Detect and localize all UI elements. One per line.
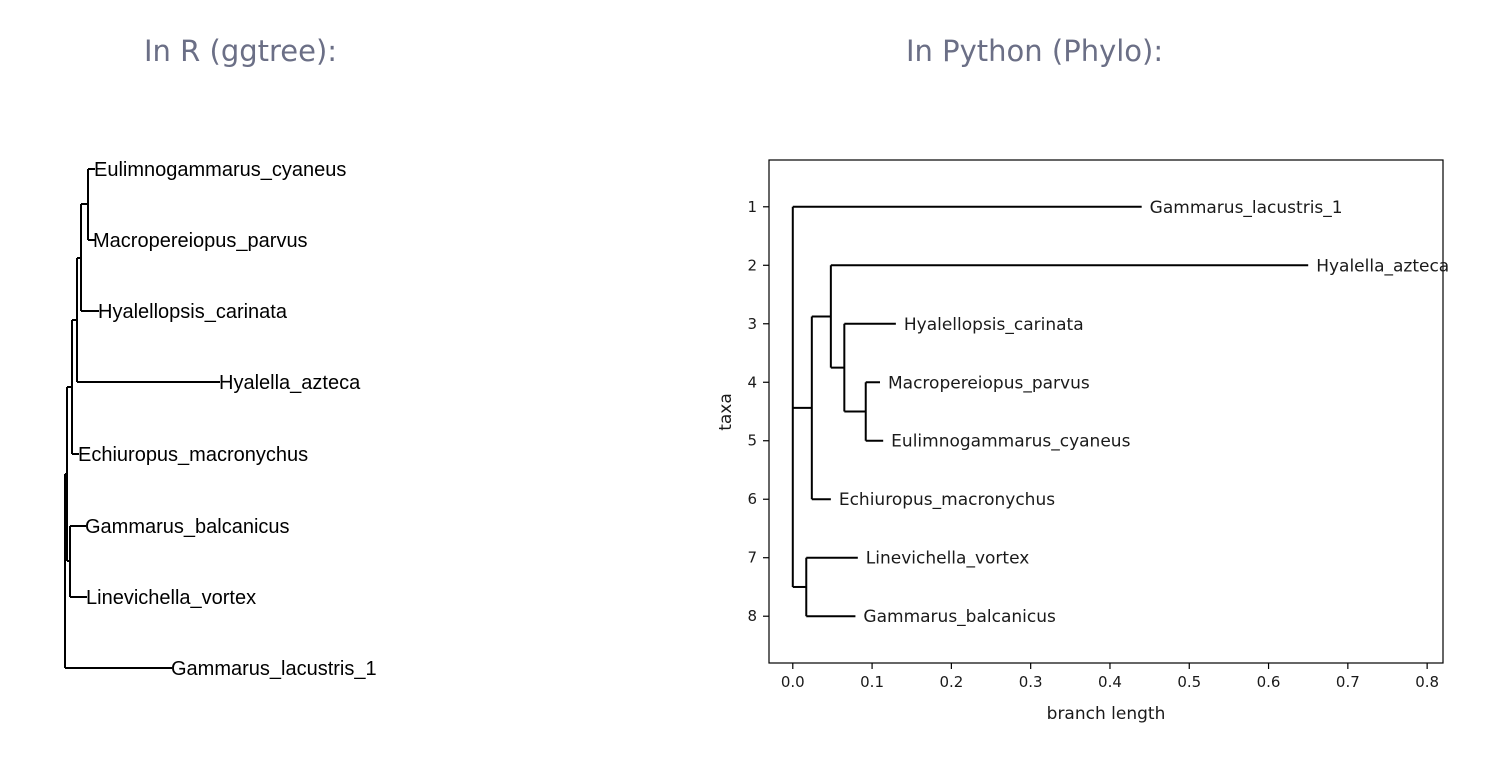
- phylo-tip-label: Gammarus_balcanicus: [863, 607, 1056, 627]
- axis-ticks: 0.0 0.1 0.2 0.3 0.4 0.5 0.6 0.7 0.8 1 2 3 4 5 6 7 8: [747, 198, 1439, 691]
- phylo-tip-label: Eulimnogammarus_cyaneus: [891, 432, 1130, 452]
- r-tip-label: Gammarus_balcanicus: [85, 516, 290, 538]
- phylo-tip-labels: Gammarus_lacustris_1 Hyalella_azteca Hyale…: [839, 198, 1449, 627]
- x-axis-label: branch length: [1047, 704, 1166, 724]
- ggtree-phylogeny: [64, 168, 220, 669]
- x-tick-label: 0.2: [939, 673, 963, 691]
- phylo-tip-label: Hyalella_azteca: [1316, 256, 1449, 276]
- x-tick-label: 0.8: [1415, 673, 1439, 691]
- y-tick-label: 4: [747, 373, 757, 391]
- y-tick-label: 8: [747, 607, 757, 625]
- y-tick-label: 1: [747, 198, 757, 216]
- x-tick-label: 0.6: [1257, 673, 1281, 691]
- x-tick-label: 0.0: [781, 673, 805, 691]
- phylo-tip-label: Echiuropus_macronychus: [839, 490, 1055, 510]
- x-tick-label: 0.4: [1098, 673, 1122, 691]
- r-tip-label: Linevichella_vortex: [86, 587, 256, 609]
- phylo-tip-label: Linevichella_vortex: [866, 549, 1029, 569]
- tree-branch: [64, 473, 172, 669]
- phylo-tree: [791, 205, 1309, 618]
- y-tick-label: 5: [747, 432, 757, 450]
- y-tick-label: 6: [747, 490, 757, 508]
- y-tick-label: 2: [747, 256, 757, 274]
- x-tick-label: 0.7: [1336, 673, 1360, 691]
- phylo-tip-label: Gammarus_lacustris_1: [1150, 198, 1343, 218]
- phylo-tip-label: Macropereiopus_parvus: [888, 373, 1090, 393]
- phylo-tip-label: Hyalellopsis_carinata: [904, 315, 1084, 335]
- x-tick-label: 0.3: [1019, 673, 1043, 691]
- r-tip-label: Macropereiopus_parvus: [93, 230, 308, 252]
- r-panel-heading: In R (ggtree):: [144, 34, 338, 68]
- y-tick-label: 7: [747, 549, 757, 567]
- x-tick-label: 0.1: [860, 673, 884, 691]
- tree-branch: [80, 203, 99, 312]
- r-tip-label: Echiuropus_macronychus: [78, 444, 308, 466]
- python-panel-heading: In Python (Phylo):: [906, 34, 1164, 68]
- r-tip-label: Hyalellopsis_carinata: [98, 301, 288, 323]
- r-tip-label: Eulimnogammarus_cyaneus: [94, 159, 346, 181]
- y-tick-label: 3: [747, 315, 757, 333]
- x-tick-label: 0.5: [1177, 673, 1201, 691]
- plot-frame: [768, 159, 1444, 664]
- r-tip-label: Hyalella_azteca: [219, 372, 361, 394]
- y-axis-label: taxa: [716, 393, 736, 431]
- r-tip-label: Gammarus_lacustris_1: [171, 658, 377, 680]
